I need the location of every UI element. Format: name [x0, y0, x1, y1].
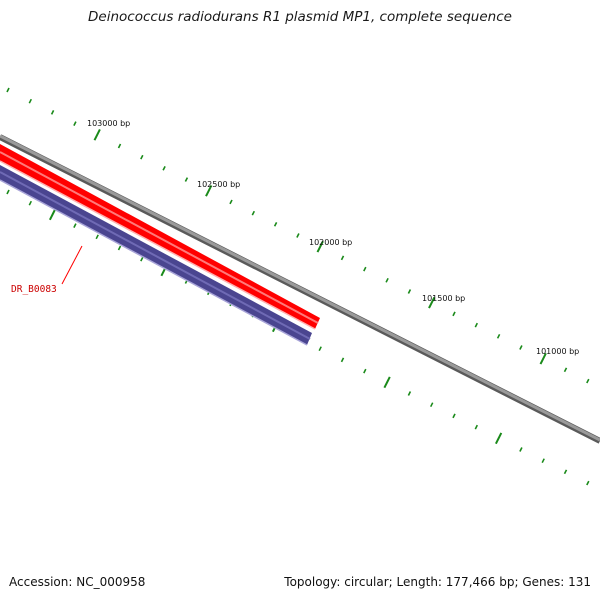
outer-ruler-minor-tick [407, 289, 412, 294]
outer-ruler-minor-tick [140, 154, 144, 160]
inner-ruler-minor-tick [340, 357, 345, 363]
inner-ruler-minor-tick [6, 189, 10, 195]
outer-ruler-minor-tick [117, 143, 122, 149]
outer-ruler-minor-tick [73, 121, 77, 126]
outer-ruler-major-tick [316, 240, 324, 253]
inner-ruler-minor-tick [73, 223, 77, 228]
outer-ruler-minor-tick [340, 255, 345, 261]
inner-ruler-major-tick [495, 432, 503, 445]
outer-ruler-minor-tick [563, 367, 568, 373]
inner-ruler-major-tick [383, 376, 391, 389]
inner-ruler-minor-tick [452, 413, 456, 419]
backbone-line [0, 134, 600, 442]
inner-ruler-minor-tick [563, 469, 568, 475]
outer-ruler-minor-tick [519, 345, 523, 350]
outer-ruler-minor-tick [496, 333, 501, 339]
outer-ruler [6, 87, 590, 384]
accession-text: Accession: NC_000958 [9, 575, 146, 589]
outer-ruler-major-tick [205, 184, 213, 197]
outer-ruler-minor-tick [6, 87, 10, 93]
outer-ruler-major-tick [539, 352, 547, 365]
inner-ruler-minor-tick [407, 391, 412, 396]
feature-arc-dr-b0083-edge [0, 179, 308, 346]
outer-ruler-minor-tick [184, 177, 189, 182]
inner-ruler-minor-tick [519, 447, 523, 452]
ruler-label-101500: 101500 bp [422, 294, 465, 303]
outer-ruler-minor-tick [474, 322, 479, 328]
map-title: Deinococcus radiodurans R1 plasmid MP1, … [88, 9, 512, 25]
inner-ruler-minor-tick [429, 402, 434, 408]
inner-ruler-minor-tick [586, 480, 590, 486]
feature-arc-red-edge [0, 160, 316, 330]
ruler-label-102500: 102500 bp [197, 180, 240, 189]
outer-ruler-major-tick [93, 128, 101, 141]
inner-ruler-minor-tick [95, 234, 99, 240]
outer-ruler-major-tick [428, 296, 436, 309]
outer-ruler-minor-tick [586, 378, 590, 384]
outer-ruler-minor-tick [28, 98, 33, 104]
outer-ruler-minor-tick [385, 277, 389, 283]
ruler-label-102000: 102000 bp [309, 238, 352, 247]
outer-ruler-minor-tick [162, 166, 166, 171]
feature-arc-red[interactable] [0, 144, 320, 329]
inner-ruler-minor-tick [117, 245, 122, 251]
outer-ruler-minor-tick [229, 199, 233, 205]
outer-ruler-minor-tick [296, 233, 300, 238]
outer-ruler-minor-tick [452, 311, 456, 317]
gene-label-dr-b0083[interactable]: DR_B0083 [11, 284, 57, 295]
ruler-label-101000: 101000 bp [536, 347, 579, 356]
inner-ruler-minor-tick [140, 256, 144, 262]
outer-ruler-minor-tick [363, 266, 367, 272]
gene-label-leader [61, 245, 83, 285]
outer-ruler-minor-tick [50, 110, 55, 115]
inner-ruler-minor-tick [541, 458, 545, 464]
outer-ruler-minor-tick [251, 210, 256, 216]
topology-info-text: Topology: circular; Length: 177,466 bp; … [284, 575, 591, 589]
inner-ruler-minor-tick [28, 200, 33, 206]
inner-ruler-minor-tick [474, 424, 479, 430]
feature-arc-dr-b0083-highlight [0, 171, 311, 340]
inner-ruler-minor-tick [318, 346, 322, 352]
inner-ruler-major-tick [49, 208, 57, 221]
feature-arc-red-highlight [0, 151, 319, 324]
ruler-label-103000: 103000 bp [87, 119, 130, 128]
outer-ruler-minor-tick [273, 222, 278, 227]
inner-ruler-minor-tick [363, 368, 367, 374]
